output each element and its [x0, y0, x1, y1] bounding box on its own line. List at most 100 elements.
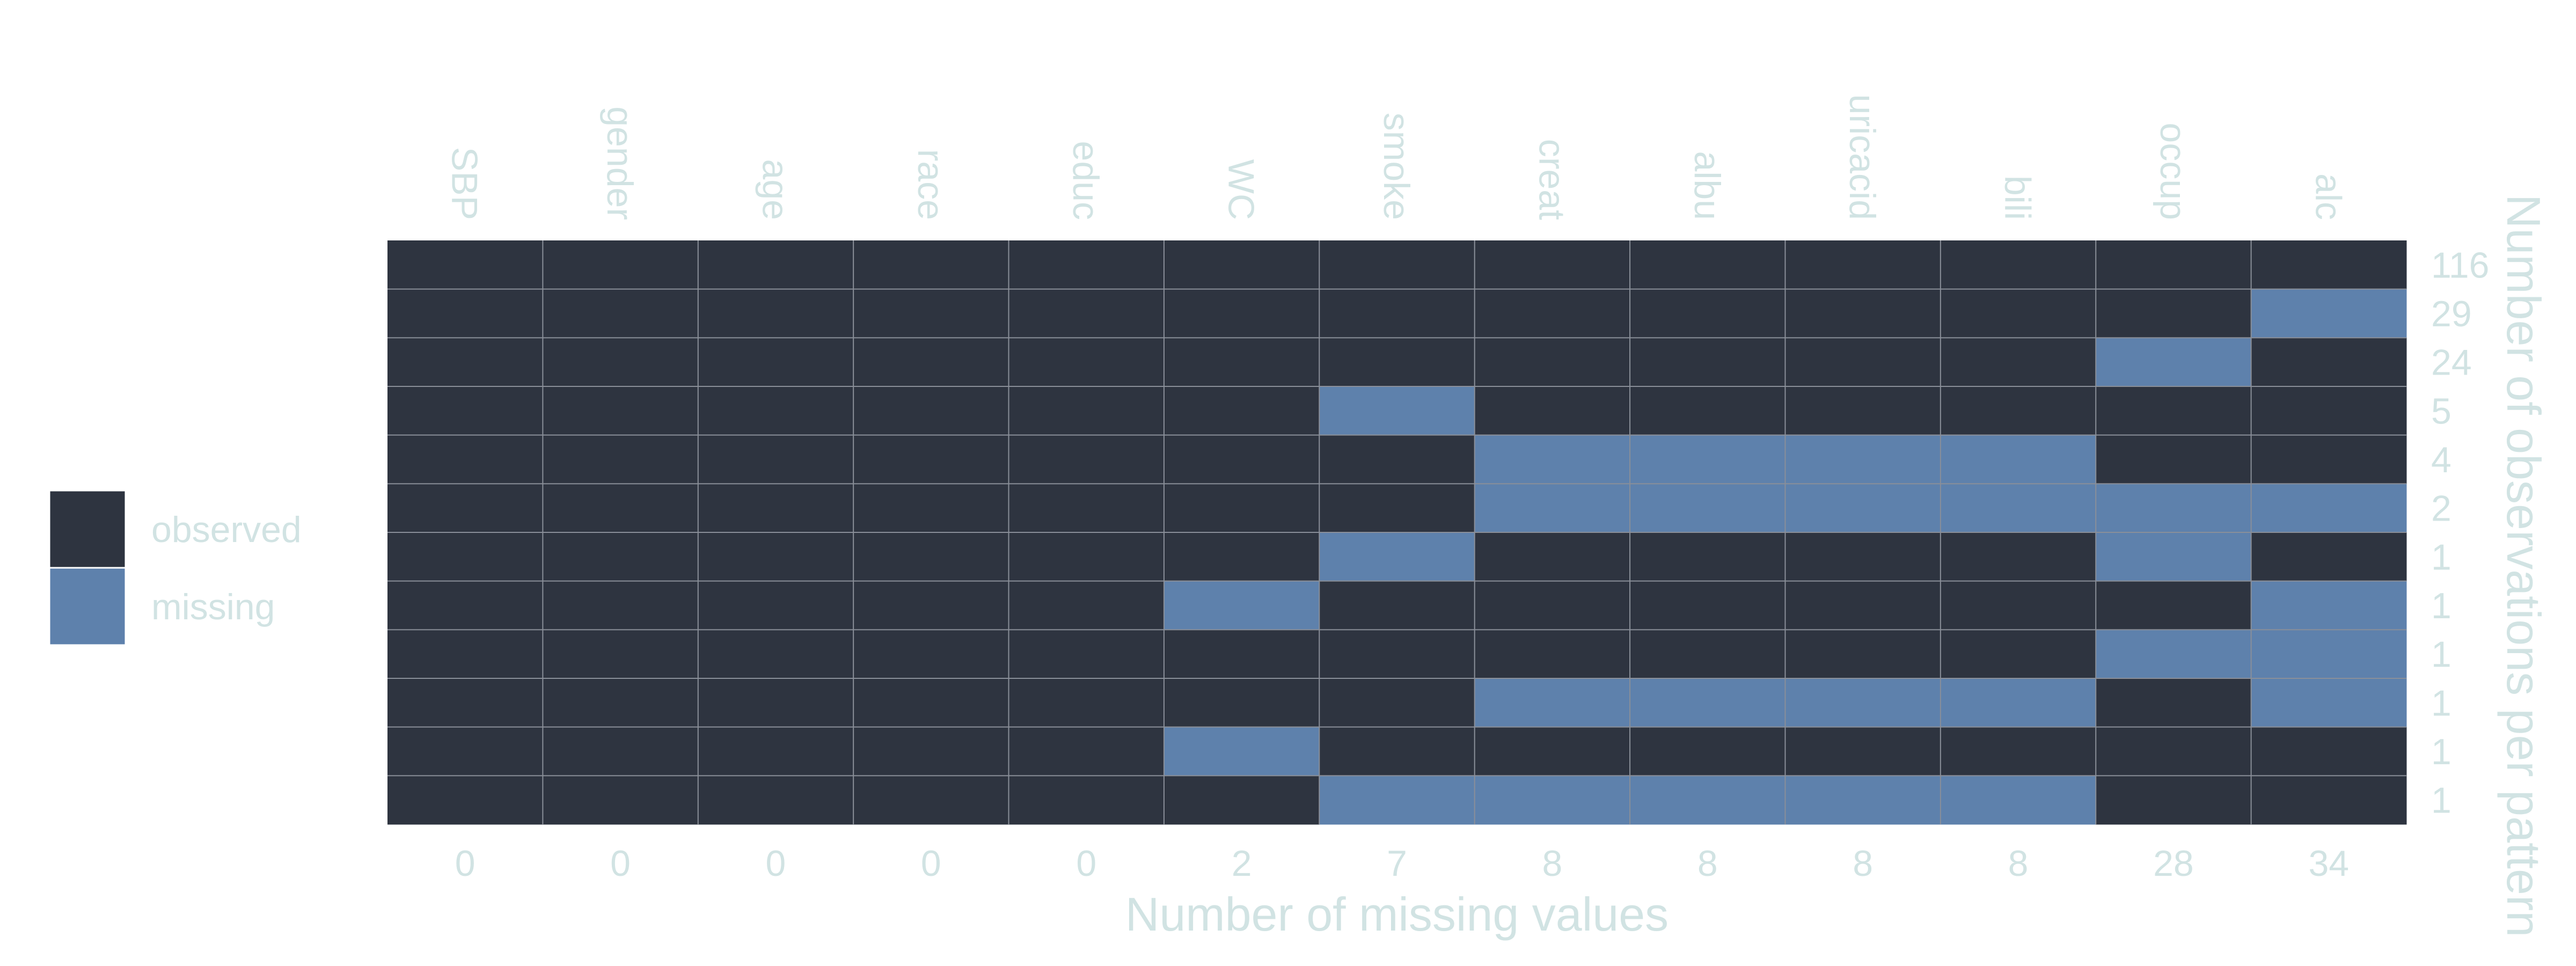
pattern-cell-observed [2096, 386, 2252, 436]
missing-count-label: 34 [2308, 843, 2349, 884]
pattern-cell-observed [1474, 338, 1630, 387]
pattern-cell-observed [853, 484, 1009, 533]
pattern-cell-observed [1474, 240, 1630, 290]
grid-lines [387, 240, 2406, 824]
pattern-cell-observed [543, 386, 699, 436]
missing-count-label: 0 [455, 843, 475, 884]
pattern-cell-observed [387, 775, 543, 825]
pattern-cell-observed [1008, 289, 1165, 338]
pattern-cell-missing [2096, 532, 2252, 582]
pattern-cell-observed [1785, 338, 1941, 387]
pattern-cell-missing [1785, 484, 1941, 533]
pattern-cell-observed [698, 630, 854, 679]
pattern-cell-observed [1940, 581, 2096, 630]
pattern-cell-observed [853, 386, 1009, 436]
pattern-cell-observed [1163, 630, 1320, 679]
pattern-cell-observed [1474, 289, 1630, 338]
pattern-cell-observed [698, 727, 854, 776]
pattern-cell-observed [1474, 532, 1630, 582]
pattern-cell-missing [1474, 435, 1630, 484]
pattern-cell-missing [1785, 678, 1941, 728]
pattern-cell-observed [1940, 386, 2096, 436]
variable-label: age [755, 159, 795, 220]
pattern-cell-observed [543, 338, 699, 387]
legend-label-observed: observed [151, 509, 302, 550]
pattern-cell-observed [853, 532, 1009, 582]
pattern-cell-observed [1785, 386, 1941, 436]
variable-label: bili [1997, 175, 2038, 220]
pattern-cell-observed [1785, 240, 1941, 290]
pattern-cell-observed [2096, 775, 2252, 825]
pattern-cell-observed [1474, 386, 1630, 436]
pattern-count-label: 1 [2431, 537, 2451, 577]
pattern-cell-observed [853, 435, 1009, 484]
pattern-cell-observed [543, 581, 699, 630]
variable-label: SBP [444, 147, 485, 220]
pattern-cell-observed [1630, 727, 1785, 776]
pattern-cell-observed [543, 532, 699, 582]
pattern-cell-observed [1319, 240, 1475, 290]
pattern-cell-observed [387, 386, 543, 436]
pattern-cell-observed [1163, 775, 1320, 825]
pattern-cell-missing [1630, 484, 1785, 533]
missing-count-label: 28 [2153, 843, 2194, 884]
pattern-cell-observed [1163, 532, 1320, 582]
pattern-cell-missing [1940, 775, 2096, 825]
pattern-cell-observed [698, 775, 854, 825]
pattern-cell-observed [2251, 386, 2407, 436]
missing-count-label: 0 [766, 843, 786, 884]
pattern-cell-observed [387, 240, 543, 290]
pattern-cell-observed [1163, 338, 1320, 387]
pattern-cell-observed [1008, 678, 1165, 728]
pattern-cell-observed [2096, 678, 2252, 728]
variable-label: gender [599, 106, 640, 220]
pattern-cell-observed [543, 630, 699, 679]
pattern-cell-observed [1319, 727, 1475, 776]
pattern-cell-observed [543, 775, 699, 825]
pattern-cell-observed [1630, 581, 1785, 630]
pattern-cell-observed [1319, 338, 1475, 387]
pattern-count-label: 116 [2431, 245, 2489, 286]
pattern-cell-observed [387, 581, 543, 630]
pattern-cell-observed [1630, 532, 1785, 582]
pattern-cell-observed [1319, 630, 1475, 679]
pattern-cell-observed [1319, 581, 1475, 630]
pattern-cell-observed [1785, 289, 1941, 338]
variable-labels: SBP gender age race educ WC smoke creat albu uric… [444, 94, 2349, 220]
missing-count-label: 7 [1387, 843, 1407, 884]
pattern-cell-observed [853, 727, 1009, 776]
pattern-cell-missing [2251, 289, 2407, 338]
pattern-cell-observed [387, 484, 543, 533]
pattern-count-label: 1 [2431, 586, 2451, 626]
pattern-cell-observed [2096, 581, 2252, 630]
pattern-cell-observed [1319, 289, 1475, 338]
pattern-cell-observed [1163, 435, 1320, 484]
pattern-cell-observed [543, 678, 699, 728]
pattern-cell-observed [1163, 386, 1320, 436]
variable-label: albu [1687, 151, 1728, 220]
pattern-cell-observed [698, 678, 854, 728]
pattern-cell-observed [1630, 338, 1785, 387]
pattern-cell-observed [2251, 435, 2407, 484]
pattern-cell-missing [1940, 678, 2096, 728]
pattern-cell-observed [1008, 630, 1165, 679]
y-axis-label: Number of observations per pattern [2497, 194, 2550, 937]
pattern-cell-observed [1319, 484, 1475, 533]
pattern-cell-observed [853, 775, 1009, 825]
pattern-cell-observed [1785, 630, 1941, 679]
pattern-count-label: 1 [2431, 634, 2451, 675]
pattern-cell-observed [1163, 678, 1320, 728]
pattern-cell-observed [1940, 240, 2096, 290]
missing-count-label: 8 [1853, 843, 1873, 884]
pattern-cell-observed [543, 240, 699, 290]
pattern-cell-missing [1630, 775, 1785, 825]
pattern-cell-observed [387, 678, 543, 728]
missing-count-label: 8 [2008, 843, 2029, 884]
pattern-cell-missing [1940, 484, 2096, 533]
pattern-cell-observed [387, 435, 543, 484]
pattern-cell-observed [1008, 532, 1165, 582]
missing-count-label: 0 [1076, 843, 1096, 884]
pattern-cell-observed [387, 532, 543, 582]
variable-label: occup [2153, 123, 2193, 220]
